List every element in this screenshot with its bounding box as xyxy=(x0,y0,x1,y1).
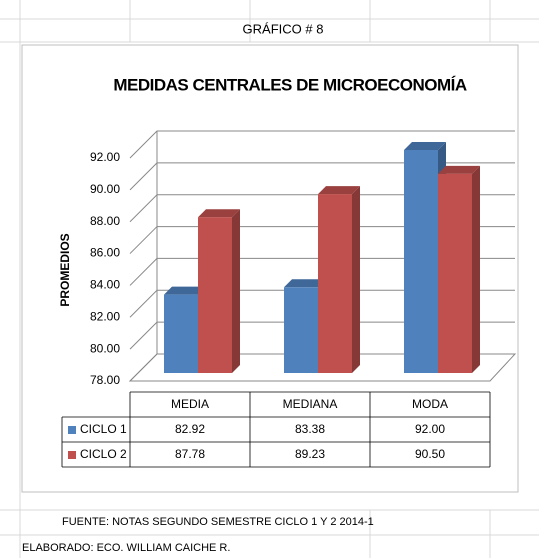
x-tick-label: MEDIA xyxy=(171,397,209,411)
table-value: 82.92 xyxy=(175,422,205,436)
chart-title: MEDIDAS CENTRALES DE MICROECONOMÍA xyxy=(113,75,466,94)
x-tick-label: MODA xyxy=(412,397,448,411)
bar-side xyxy=(232,209,240,373)
table-value: 89.23 xyxy=(295,447,325,461)
y-tick-label: 86.00 xyxy=(90,246,120,260)
bar-top xyxy=(404,142,446,150)
bar xyxy=(284,287,318,373)
side-wall xyxy=(129,131,158,382)
y-tick-label: 82.00 xyxy=(90,309,120,323)
bar xyxy=(438,173,472,373)
bar-side xyxy=(352,186,360,373)
table-value: 87.78 xyxy=(175,447,205,461)
x-tick-label: MEDIANA xyxy=(283,397,338,411)
grid-line xyxy=(129,130,515,159)
bar-side xyxy=(472,165,480,373)
bar-top xyxy=(198,209,240,218)
table-value: 83.38 xyxy=(295,422,325,436)
footer-author: ELABORADO: ECO. WILLIAM CAICHE R. xyxy=(22,542,230,554)
bar xyxy=(198,217,232,373)
bar-top xyxy=(284,279,326,288)
y-tick-label: 84.00 xyxy=(90,278,120,292)
table-grid xyxy=(61,391,491,468)
legend-label: CICLO 1 xyxy=(80,422,127,436)
y-tick-label: 88.00 xyxy=(90,214,120,228)
legend-key xyxy=(68,451,76,459)
bar xyxy=(404,150,438,373)
legend-label: CICLO 2 xyxy=(80,447,127,461)
bar xyxy=(164,294,198,373)
footer-source: FUENTE: NOTAS SEGUNDO SEMESTRE CICLO 1 Y… xyxy=(62,516,374,528)
table-value: 92.00 xyxy=(415,422,445,436)
y-tick-label: 90.00 xyxy=(90,182,120,196)
y-tick-label: 80.00 xyxy=(90,341,120,355)
table-value: 90.50 xyxy=(415,447,445,461)
sheet-header: GRÁFICO # 8 xyxy=(243,21,324,36)
bar-top xyxy=(164,286,206,295)
bar-top xyxy=(438,165,480,174)
legend-key xyxy=(68,426,76,434)
grid-line xyxy=(129,194,515,223)
bar-top xyxy=(318,186,360,195)
grid-line xyxy=(129,257,515,286)
y-tick-label: 92.00 xyxy=(90,150,120,164)
grid-line xyxy=(129,289,515,318)
bar xyxy=(318,194,352,373)
grid-line xyxy=(129,226,515,254)
grid-line xyxy=(129,162,515,191)
y-tick-label: 78.00 xyxy=(90,373,120,387)
grid-line xyxy=(129,321,515,350)
y-axis-label: PROMEDIOS xyxy=(58,233,72,306)
